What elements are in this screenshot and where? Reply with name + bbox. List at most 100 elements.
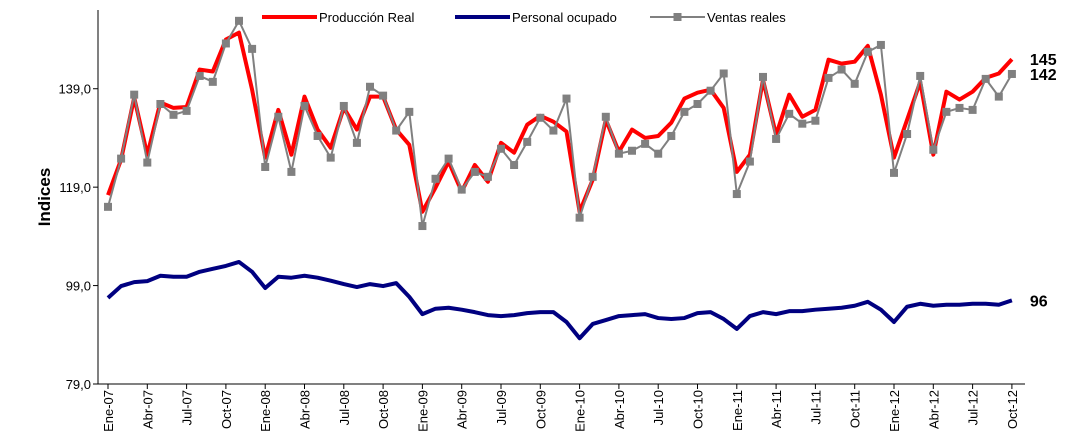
marker: [654, 149, 663, 158]
x-tick-label: Oct-07: [219, 390, 234, 429]
marker: [418, 222, 427, 231]
marker: [968, 105, 977, 114]
marker: [313, 131, 322, 140]
legend-label: Personal ocupado: [512, 10, 617, 25]
marker: [261, 162, 270, 171]
marker: [562, 94, 571, 103]
marker: [287, 167, 296, 176]
marker: [104, 202, 112, 211]
legend-label: Ventas reales: [707, 10, 786, 25]
marker: [575, 213, 584, 222]
marker: [759, 72, 767, 81]
end-label: 142: [1030, 67, 1057, 84]
marker: [169, 110, 178, 119]
marker: [156, 99, 165, 108]
y-axis-label: Indices: [35, 168, 54, 227]
end-label: 145: [1030, 52, 1057, 69]
x-tick-label: Oct-12: [1005, 390, 1020, 429]
marker: [916, 71, 925, 80]
marker: [981, 74, 990, 83]
marker: [497, 144, 505, 153]
marker: [379, 91, 388, 100]
end-label: 96: [1030, 293, 1048, 310]
marker: [863, 47, 872, 56]
marker: [641, 139, 650, 148]
x-tick-label: Ene-12: [887, 390, 902, 432]
x-tick-label: Jul-12: [966, 390, 981, 425]
x-tick-label: Ene-11: [730, 390, 745, 431]
x-tick-label: Jul-10: [651, 390, 666, 425]
marker: [876, 40, 885, 49]
marker: [523, 137, 532, 146]
marker: [785, 109, 794, 118]
marker: [719, 69, 728, 78]
x-tick-label: Abr-12: [926, 390, 941, 429]
x-tick-label: Jul-11: [808, 390, 823, 424]
marker: [182, 106, 191, 115]
marker: [549, 126, 558, 135]
marker: [837, 65, 846, 74]
marker: [680, 107, 689, 116]
legend-marker: [673, 13, 682, 21]
marker: [772, 134, 781, 143]
marker: [339, 101, 348, 110]
marker: [824, 73, 833, 82]
y-tick-label: 119,0: [59, 180, 91, 195]
marker: [614, 149, 623, 158]
series-line: [107, 19, 1013, 228]
marker: [483, 172, 492, 181]
marker: [1007, 69, 1016, 78]
marker: [536, 113, 545, 122]
x-tick-label: Abr-07: [140, 390, 155, 429]
marker: [405, 107, 414, 116]
x-tick-label: Abr-08: [298, 390, 313, 429]
legend-label: Producción Real: [319, 10, 414, 25]
y-tick-label: 79,0: [66, 377, 91, 392]
marker: [745, 157, 754, 166]
x-tick-label: Abr-09: [455, 390, 470, 429]
x-tick-label: Ene-07: [101, 390, 116, 432]
marker: [248, 44, 257, 53]
x-tick-label: Abr-10: [612, 390, 627, 429]
marker: [235, 16, 243, 25]
marker: [326, 153, 335, 162]
marker: [706, 86, 715, 95]
marker: [457, 185, 466, 194]
x-tick-label: Ene-08: [258, 390, 273, 432]
x-tick-label: Jul-09: [494, 390, 509, 425]
series-line: [106, 259, 1013, 341]
marker: [510, 161, 519, 170]
x-tick-label: Oct-08: [376, 390, 391, 429]
x-tick-label: Ene-10: [573, 390, 588, 432]
marker: [470, 167, 479, 176]
marker: [274, 112, 283, 121]
marker: [300, 101, 309, 110]
marker: [732, 190, 741, 199]
marker: [903, 130, 912, 139]
x-tick-label: Ene-09: [415, 390, 430, 432]
marker: [628, 146, 636, 155]
marker: [942, 107, 951, 116]
y-tick-label: 139,0: [58, 82, 91, 97]
marker: [392, 126, 401, 135]
marker: [811, 116, 820, 125]
y-tick-label: 99,0: [66, 279, 91, 294]
marker: [208, 77, 217, 86]
marker: [994, 92, 1003, 101]
marker: [890, 168, 898, 177]
marker: [798, 119, 807, 128]
marker: [352, 138, 361, 147]
marker: [929, 145, 938, 154]
marker: [601, 112, 610, 121]
series-line: [106, 30, 1014, 214]
marker: [588, 172, 597, 181]
marker: [130, 90, 139, 99]
marker: [221, 39, 230, 48]
x-tick-label: Abr-11: [769, 390, 784, 428]
x-tick-label: Oct-09: [533, 390, 548, 429]
marker: [431, 174, 440, 183]
marker: [667, 131, 676, 140]
marker: [117, 154, 126, 163]
marker: [143, 158, 152, 167]
